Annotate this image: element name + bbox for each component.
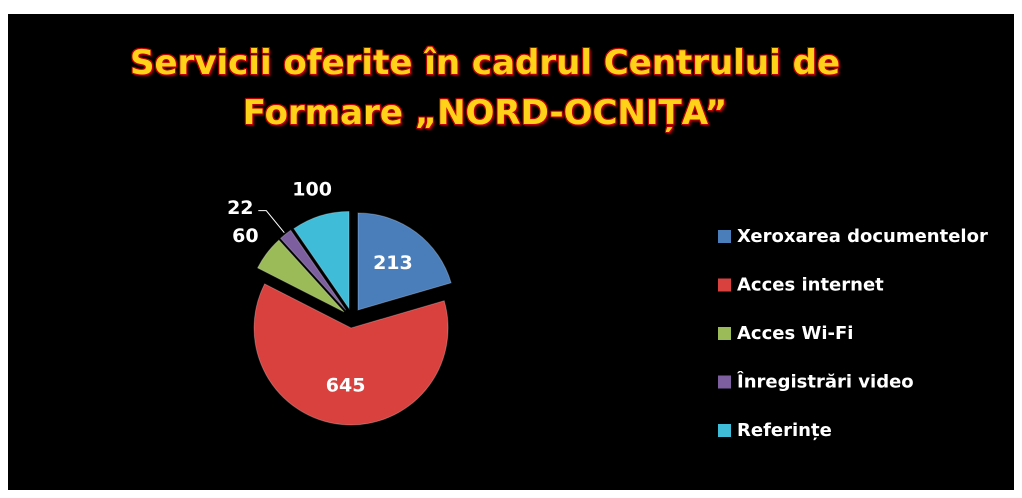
legend-swatch [718, 375, 731, 389]
data-label: 60 [232, 225, 258, 247]
legend-swatch [718, 278, 731, 292]
leader-line [258, 210, 285, 233]
legend-label: Acces internet [737, 275, 884, 296]
legend-label: Înregistrări video [737, 371, 914, 393]
legend-swatch [718, 424, 731, 437]
data-label: 645 [326, 374, 366, 396]
pie-slice [253, 283, 449, 426]
legend-swatch [718, 230, 731, 243]
data-label: 22 [227, 197, 253, 219]
pie-slice [357, 212, 452, 311]
legend-label: Acces Wi-Fi [737, 323, 853, 344]
data-label: 100 [292, 178, 332, 200]
legend-label: Referințe [737, 420, 832, 441]
chart-title: Servicii oferite în cadrul Centrului de … [130, 43, 840, 133]
pie-slice [279, 229, 347, 311]
legend-swatch [718, 327, 731, 340]
pie-slice [293, 210, 350, 311]
data-label: 213 [373, 252, 413, 274]
legend-label: Xeroxarea documentelor [737, 226, 988, 247]
pie-slice [256, 239, 345, 313]
background [8, 14, 1014, 490]
